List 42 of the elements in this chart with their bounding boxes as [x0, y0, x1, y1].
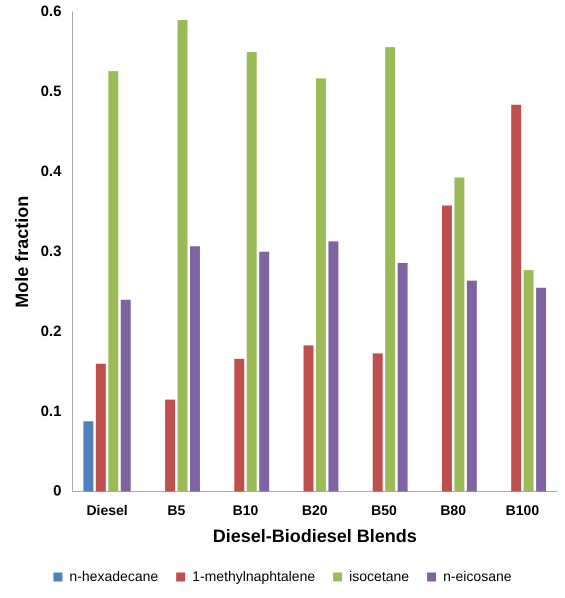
bar — [442, 205, 452, 492]
y-tick-label: 0.1 — [40, 402, 62, 420]
bar — [511, 104, 522, 492]
bar — [108, 71, 118, 492]
x-tick-label: B80 — [440, 502, 466, 518]
bar — [524, 270, 534, 492]
bar — [536, 288, 546, 492]
bar — [372, 353, 383, 492]
bar — [466, 280, 477, 492]
y-tick-label: 0.2 — [40, 322, 62, 340]
bar — [454, 177, 464, 492]
bar — [259, 252, 270, 492]
y-axis-title: Mole fraction — [12, 196, 32, 308]
bar — [178, 20, 188, 492]
bar — [96, 364, 106, 492]
y-tick-label: 0.5 — [40, 83, 62, 100]
y-tick-label: 0.6 — [40, 3, 62, 20]
x-tick-label: Diesel — [86, 502, 128, 518]
y-tick-label: 0.4 — [40, 163, 62, 180]
x-tick-label: B10 — [232, 502, 259, 518]
x-tick-label: B5 — [167, 502, 186, 518]
legend-label: n-eicosane — [443, 568, 512, 584]
legend-label: isocetane — [349, 568, 410, 584]
bar — [120, 300, 131, 492]
x-tick-label: B100 — [506, 502, 540, 518]
bar — [328, 241, 338, 492]
bar — [83, 421, 94, 492]
bar — [398, 262, 408, 492]
y-tick-label: 0 — [53, 482, 62, 500]
bar — [316, 78, 326, 492]
x-tick-label: B50 — [371, 502, 397, 518]
legend-label: n-hexadecane — [69, 568, 158, 584]
bar — [190, 246, 200, 492]
bar — [385, 47, 396, 492]
y-tick-label: 0.3 — [40, 242, 62, 260]
bar — [304, 345, 314, 492]
legend-label: 1-methylnaphtalene — [192, 568, 316, 584]
bar — [234, 358, 244, 492]
bar — [165, 400, 176, 492]
x-axis-title: Diesel-Biodiesel Blends — [212, 526, 417, 546]
bar — [246, 52, 257, 492]
x-tick-label: B20 — [302, 502, 328, 518]
